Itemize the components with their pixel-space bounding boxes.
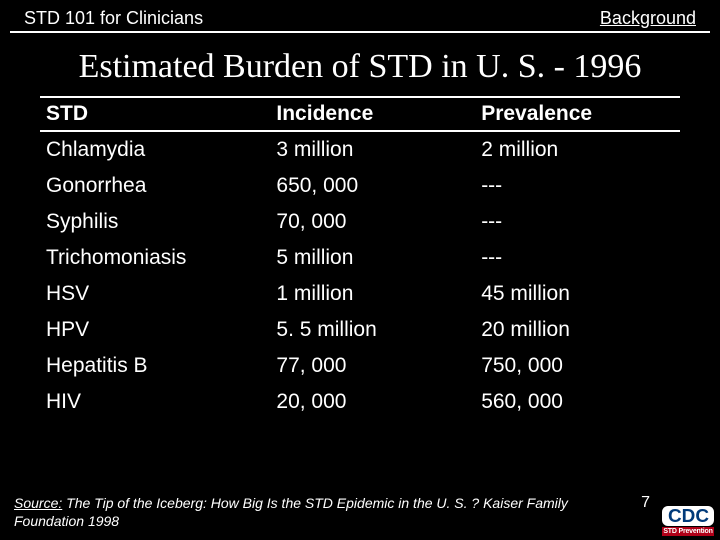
table-row: HIV 20, 000 560, 000	[40, 384, 680, 420]
table-row: Gonorrhea 650, 000 ---	[40, 168, 680, 204]
cell-std: HIV	[40, 384, 270, 420]
cell-incidence: 70, 000	[270, 204, 475, 240]
cell-prevalence: ---	[475, 204, 680, 240]
cell-prevalence: 2 million	[475, 131, 680, 168]
cell-incidence: 5 million	[270, 240, 475, 276]
cell-std: Syphilis	[40, 204, 270, 240]
cdc-logo-bottom: STD Prevention	[662, 527, 714, 536]
table-row: Hepatitis B 77, 000 750, 000	[40, 348, 680, 384]
table-row: Syphilis 70, 000 ---	[40, 204, 680, 240]
cell-std: Trichomoniasis	[40, 240, 270, 276]
col-header-std: STD	[40, 97, 270, 131]
cell-std: HSV	[40, 276, 270, 312]
cell-incidence: 20, 000	[270, 384, 475, 420]
cell-incidence: 5. 5 million	[270, 312, 475, 348]
table-row: Chlamydia 3 million 2 million	[40, 131, 680, 168]
cdc-logo: CDC STD Prevention	[662, 506, 714, 536]
col-header-incidence: Incidence	[270, 97, 475, 131]
slide-footer: Source: The Tip of the Iceberg: How Big …	[14, 494, 706, 530]
table-row: HPV 5. 5 million 20 million	[40, 312, 680, 348]
slide-header: STD 101 for Clinicians Background	[10, 0, 710, 33]
cell-std: Hepatitis B	[40, 348, 270, 384]
cell-prevalence: 560, 000	[475, 384, 680, 420]
cell-incidence: 1 million	[270, 276, 475, 312]
source-text: The Tip of the Iceberg: How Big Is the S…	[14, 495, 568, 529]
table-body: Chlamydia 3 million 2 million Gonorrhea …	[40, 131, 680, 420]
col-header-prevalence: Prevalence	[475, 97, 680, 131]
cell-prevalence: 45 million	[475, 276, 680, 312]
cell-incidence: 3 million	[270, 131, 475, 168]
cell-prevalence: ---	[475, 168, 680, 204]
header-left-text: STD 101 for Clinicians	[24, 8, 203, 29]
cell-prevalence: ---	[475, 240, 680, 276]
cdc-logo-top-text: CDC	[668, 507, 709, 525]
table-row: Trichomoniasis 5 million ---	[40, 240, 680, 276]
table-row: HSV 1 million 45 million	[40, 276, 680, 312]
slide-title: Estimated Burden of STD in U. S. - 1996	[40, 47, 680, 86]
cell-prevalence: 20 million	[475, 312, 680, 348]
cdc-logo-top: CDC	[662, 506, 714, 526]
table-header-row: STD Incidence Prevalence	[40, 97, 680, 131]
source-label: Source:	[14, 495, 62, 511]
page-number: 7	[641, 494, 650, 512]
cell-std: HPV	[40, 312, 270, 348]
source-citation: Source: The Tip of the Iceberg: How Big …	[14, 495, 574, 530]
header-right-text: Background	[600, 8, 696, 29]
cell-std: Gonorrhea	[40, 168, 270, 204]
cell-prevalence: 750, 000	[475, 348, 680, 384]
cell-incidence: 650, 000	[270, 168, 475, 204]
data-table-wrap: STD Incidence Prevalence Chlamydia 3 mil…	[40, 96, 680, 420]
cell-std: Chlamydia	[40, 131, 270, 168]
cell-incidence: 77, 000	[270, 348, 475, 384]
std-burden-table: STD Incidence Prevalence Chlamydia 3 mil…	[40, 96, 680, 420]
